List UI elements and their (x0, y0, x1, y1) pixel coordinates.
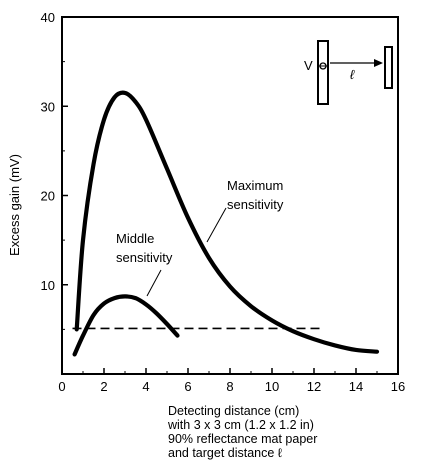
x-tick-label: 4 (142, 379, 149, 394)
y-tick-label: 40 (41, 10, 55, 25)
inset-arrow-head (374, 59, 383, 67)
annotation-middle-leader (146, 269, 162, 297)
y-axis-label: Excess gain (mV) (7, 154, 22, 256)
annotation-middle-line1: Middle (116, 231, 154, 246)
inset-target (384, 46, 393, 89)
y-tick-label: 30 (41, 99, 55, 114)
inset-sensor (317, 40, 329, 105)
plot-frame (61, 16, 399, 375)
inset-v-label: V (304, 58, 313, 73)
inset-diagram: V ℓ (304, 40, 393, 105)
x-tick-label: 12 (307, 379, 321, 394)
annotation-maximum-line2: sensitivity (227, 197, 284, 212)
annotation-maximum-line1: Maximum (227, 178, 283, 193)
x-axis-caption-line: Detecting distance (cm) (168, 404, 300, 418)
x-axis-caption-line: with 3 x 3 cm (1.2 x 1.2 in) (168, 418, 314, 432)
x-axis-caption-line: and target distance ℓ (168, 446, 282, 460)
y-tick-label: 20 (41, 189, 55, 204)
x-tick-label: 8 (226, 379, 233, 394)
annotation-middle-line2: sensitivity (116, 250, 173, 265)
x-tick-label: 0 (58, 379, 65, 394)
series-line-maximum-sensitivity (74, 90, 380, 354)
x-tick-label: 10 (265, 379, 279, 394)
annotation-maximum-leader (206, 207, 227, 243)
x-tick-label: 16 (391, 379, 405, 394)
x-tick-label: 14 (349, 379, 363, 394)
x-axis-caption-line: 90% reflectance mat paper (168, 432, 318, 446)
inset-l-label: ℓ (350, 67, 355, 82)
series-line-middle-sensitivity (72, 294, 180, 357)
y-tick-label: 10 (41, 278, 55, 293)
x-axis-caption: Detecting distance (cm) with 3 x 3 cm (1… (168, 404, 418, 460)
x-tick-label: 2 (100, 379, 107, 394)
x-tick-label: 6 (184, 379, 191, 394)
